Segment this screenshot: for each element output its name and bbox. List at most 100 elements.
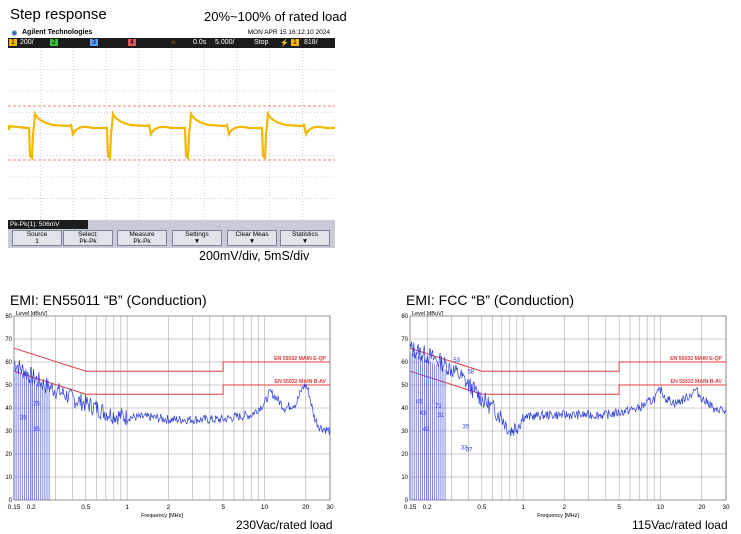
emi-right-measured-trace	[409, 341, 727, 437]
emi-left-limit-line-qp	[13, 347, 330, 372]
emi-right-ytick-label: 20	[401, 452, 408, 458]
emi-left-xlabel: Frequency [MHz]	[141, 513, 183, 519]
emi-right-marker-label: 31	[437, 413, 444, 419]
softkey-2[interactable]: Select: Pk-Pk	[63, 230, 113, 246]
softkey-value: ▼	[248, 238, 256, 245]
emi-left-marker-label: 35	[33, 427, 40, 433]
trigger-level: 818/	[304, 39, 318, 46]
emi-left-ytick-label: 80	[5, 314, 12, 320]
emi-left-xtick-label: 20	[302, 504, 310, 511]
softkey-label: Source	[26, 231, 48, 238]
ch3-badge[interactable]: 3	[90, 39, 98, 46]
scope-plot-background	[8, 48, 335, 220]
softkey-label: Clear Meas	[235, 231, 269, 238]
emi-right-xtick-label: 20	[698, 504, 706, 511]
emi-left-xtick-label: 5	[221, 504, 225, 511]
emi-right-ytick-label: 10	[401, 475, 408, 481]
emi-right-xtick-label: 2	[563, 504, 567, 511]
emi-right-ytick-label: 40	[401, 406, 408, 412]
emi-right-marker-label: 33	[461, 445, 468, 451]
run-state: Stop	[254, 39, 269, 46]
emi-left-xtick-label: 0.5	[81, 504, 90, 511]
scope-datetime: MON APR 15 16:12:10 2024	[247, 29, 330, 36]
time-scale: 5.000/	[215, 39, 235, 46]
scope-graticule	[8, 48, 335, 220]
emi-left-marker-label: 25	[33, 402, 40, 408]
scope-channel-bar: 1 200/ 2 3 4 ☼ 0.0s 5.000/ Stop ⚡ 1 818/	[8, 38, 335, 48]
emi-left-ylabel: Level [dBuV]	[16, 311, 48, 317]
softkey-label: Statistics	[291, 231, 318, 238]
softkey-value: ▼	[301, 238, 309, 245]
emi-left-limit-label: EN 55032 MAIN E-QP	[274, 356, 326, 362]
softkey-value: Pk-Pk	[79, 238, 97, 245]
softkey-4[interactable]: Settings ▼	[172, 230, 222, 246]
emi-left-ytick-label: 20	[5, 452, 12, 458]
scope-brand-bar: ✺ Agilent Technologies MON APR 15 16:12:…	[8, 28, 335, 38]
emi-right-ytick-label: 70	[401, 337, 408, 343]
softkey-6[interactable]: Statistics ▼	[280, 230, 330, 246]
ch1-badge[interactable]: 1	[9, 39, 17, 46]
emi-right-xtick-label: 5	[617, 504, 621, 511]
ch2-badge[interactable]: 2	[50, 39, 58, 46]
emi-right-limit-label: EN 55032 MAIN B-AV	[670, 379, 722, 385]
emi-right-marker-label: 43	[419, 411, 426, 417]
emi-right-chart: Level [dBuV] 0 10 20 30 40 50 60 70 80 0.15 0.2 0.5 1…	[401, 311, 730, 519]
emi-right-marker-label: 35	[463, 425, 470, 431]
emi-right-marker-label: 58	[467, 370, 474, 376]
ch1-scale: 200/	[20, 39, 34, 46]
emi-left-xtick-label: 1	[125, 504, 129, 511]
ch1-ground-marker	[8, 125, 11, 131]
emi-left-ytick-label: 10	[5, 475, 12, 481]
step-scale-note: 200mV/div, 5mS/div	[199, 249, 310, 263]
agilent-logo-icon: ✺	[11, 29, 18, 38]
emi-left-xtick-label: 10	[261, 504, 269, 511]
emi-right-marker-label: 37	[466, 448, 473, 454]
trigger-icon: ☼	[170, 39, 177, 46]
emi-right-xtick-label: 0.15	[404, 504, 417, 511]
softkey-label: Settings	[185, 231, 209, 238]
emi-right-ylabel: Level [dBuV]	[412, 311, 444, 317]
softkey-value: Pk-Pk	[133, 238, 151, 245]
emi-right-xtick-label: 0.2	[423, 504, 432, 511]
emi-right-xtick-label: 0.5	[477, 504, 486, 511]
emi-right-ytick-label: 30	[401, 429, 408, 435]
emi-left-ytick-label: 40	[5, 406, 12, 412]
ch4-badge[interactable]: 4	[128, 39, 136, 46]
emi-right-marker-label: 42	[423, 427, 430, 433]
trigger-edge-icon: ⚡	[280, 40, 289, 47]
emi-left-limit-label: EN 55032 MAIN B-AV	[274, 379, 326, 385]
emi-left-ytick-label: 70	[5, 337, 12, 343]
emi-left-footer: 230Vac/rated load	[236, 518, 333, 532]
emi-left-xtick-label: 0.2	[27, 504, 36, 511]
emi-left-ytick-label: 0	[9, 498, 13, 504]
emi-left-marker-label: 35	[20, 416, 27, 422]
emi-left-title: EMI: EN55011 “B” (Conduction)	[10, 292, 207, 308]
measurement-readout: Pk-Pk(1): 506mV	[8, 220, 88, 229]
emi-left-measured-trace	[13, 359, 331, 435]
emi-left-limit-line-av	[13, 370, 330, 395]
emi-right-marker-label: 45	[416, 399, 423, 405]
softkey-label: Measure	[129, 231, 155, 238]
emi-right-marker-label: 79	[435, 404, 442, 410]
emi-right-limit-line-av	[409, 370, 726, 395]
emi-right-ytick-label: 80	[401, 314, 408, 320]
softkey-5[interactable]: Clear Meas ▼	[227, 230, 277, 246]
scope-waveform	[8, 110, 335, 161]
emi-right-xtick-label: 1	[521, 504, 525, 511]
softkey-label: Select:	[78, 231, 98, 238]
softkey-1[interactable]: Source 1	[12, 230, 62, 246]
softkey-value: 1	[35, 238, 39, 245]
emi-right-marker-label: 53	[453, 358, 460, 364]
emi-right-limit-label: EN 55032 MAIN E-QP	[670, 356, 722, 362]
emi-right-title: EMI: FCC “B” (Conduction)	[406, 292, 575, 308]
emi-left-ytick-label: 50	[5, 383, 12, 389]
emi-left-xtick-label: 0.15	[8, 504, 21, 511]
emi-right-xlabel: Frequency [MHz]	[537, 513, 579, 519]
emi-left-chart: Level [dBuV] 0 10 20 30 40 50 60 70 80 0.15 0.2 0.5 1…	[5, 311, 334, 519]
softkey-value: ▼	[193, 238, 201, 245]
step-response-title: Step response	[10, 6, 107, 23]
emi-right-limit-line-qp	[409, 347, 726, 372]
emi-right-ytick-label: 50	[401, 383, 408, 389]
softkey-3[interactable]: Measure Pk-Pk	[117, 230, 167, 246]
scope-brand: Agilent Technologies	[22, 29, 93, 36]
